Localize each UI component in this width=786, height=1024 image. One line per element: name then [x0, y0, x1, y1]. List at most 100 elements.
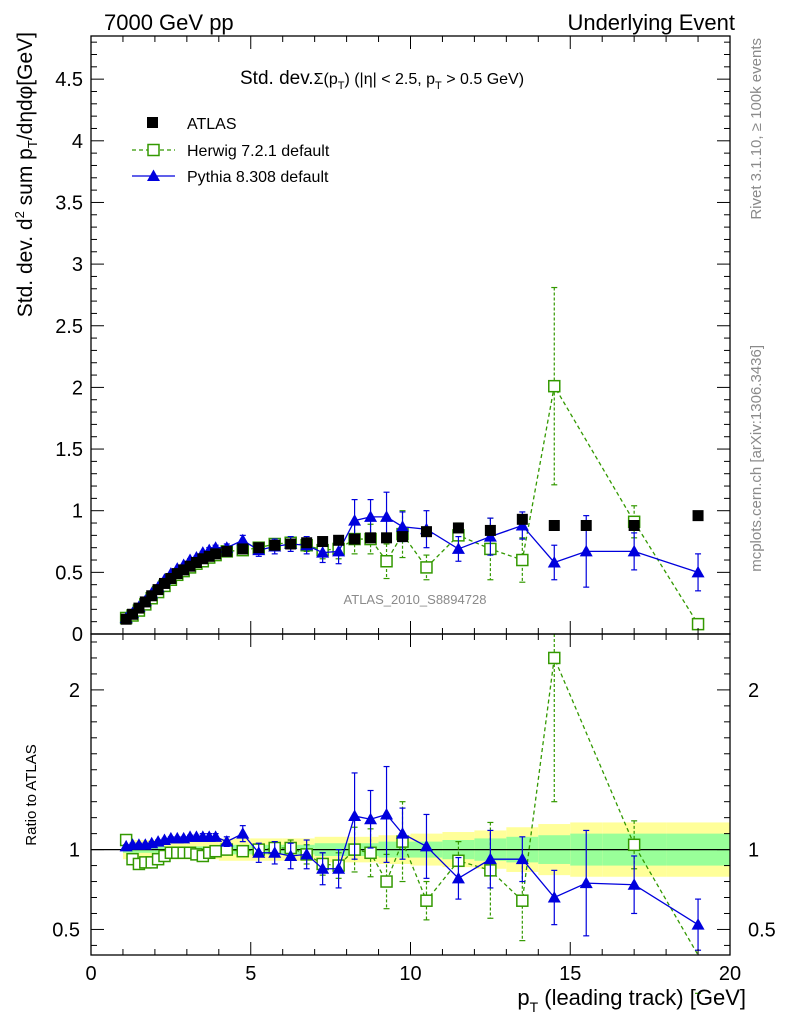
x-axis-label-b: (leading track) [GeV] — [538, 985, 746, 1010]
ratio-pythia-point — [300, 847, 314, 860]
x-axis-label-sub: T — [530, 999, 539, 1015]
plot-title: Std. dev.Σ(pT) (|η| < 2.5, pT > 0.5 GeV) — [240, 68, 524, 92]
main-pythia-point — [316, 546, 330, 558]
main-atlas-point — [317, 536, 329, 548]
x-axis-label: pT (leading track) [GeV] — [517, 985, 746, 1015]
y-tick-label-main: 1.5 — [55, 439, 83, 461]
main-atlas-point — [349, 533, 361, 545]
main-pythia-point — [348, 514, 362, 526]
main-pythia-point — [364, 510, 378, 522]
ratio-herwig-point — [236, 844, 250, 858]
main-atlas-point — [203, 550, 215, 562]
main-plot-area — [91, 36, 730, 634]
y-tick-label-ratio-right: 1 — [748, 840, 759, 862]
ratio-pythia-point — [252, 846, 266, 858]
x-tick-label: 0 — [85, 963, 96, 985]
plot-title-a: Std. dev. — [240, 68, 314, 89]
main-pythia-point — [547, 555, 561, 568]
main-atlas-point — [381, 532, 393, 544]
y-tick-label-ratio-left: 1 — [69, 840, 80, 862]
y-tick-label-ratio-left: 0.5 — [52, 919, 80, 941]
main-pythia-point — [332, 544, 346, 557]
main-atlas-point — [165, 573, 177, 585]
y-axis-label-main-c: /dηdφ[GeV] — [14, 32, 37, 140]
main-atlas-point — [420, 526, 432, 538]
ratio-pythia-point — [364, 812, 378, 825]
main-plot-background — [91, 36, 730, 634]
main-atlas-point — [120, 613, 132, 625]
x-tick-label: 20 — [719, 963, 741, 985]
main-atlas-point — [548, 519, 560, 531]
x-tick-label: 5 — [245, 963, 256, 985]
y-tick-label-main: 0.5 — [55, 562, 83, 584]
main-herwig-point — [548, 379, 561, 393]
main-atlas-point — [210, 548, 222, 560]
y-axis-label-main-a: Std. dev. d — [14, 218, 37, 317]
main-atlas-point — [139, 596, 151, 608]
main-herwig-point — [691, 617, 705, 631]
y-axis-label-main-sup: 2 — [12, 211, 27, 218]
plot-title-c: > 0.5 GeV) — [442, 71, 524, 88]
ratio-herwig-line — [125, 655, 699, 956]
main-atlas-point — [197, 553, 209, 565]
ratio-pythia-point — [579, 876, 593, 889]
ratio-pythia-point — [236, 827, 250, 839]
main-herwig-point — [516, 553, 529, 567]
main-atlas-point — [146, 590, 158, 602]
ratio-pythia-point — [348, 809, 362, 822]
main-atlas-point — [285, 538, 297, 550]
main-atlas-point — [158, 577, 170, 589]
y-tick-label-ratio-right: 2 — [748, 680, 759, 702]
plot-title-sigma: Σ(p — [314, 71, 338, 88]
plot-title-b: ) (|η| < 2.5, p — [344, 71, 435, 88]
main-atlas-point — [221, 545, 233, 557]
legend-label-herwig: Herwig 7.2.1 default — [187, 143, 330, 160]
plot-title-sub2: T — [435, 80, 442, 92]
y-axis-label-main: Std. dev. d2 sum pT/dηdφ[GeV] — [12, 32, 40, 317]
y-tick-label-main: 4.5 — [55, 69, 83, 91]
main-atlas-point — [237, 543, 249, 555]
main-atlas-point — [365, 532, 377, 544]
ratio-herwig-point — [209, 844, 222, 858]
watermark: ATLAS_2010_S8894728 — [344, 592, 487, 607]
main-pythia-point — [236, 533, 250, 546]
ratio-pythia-point — [627, 878, 641, 890]
main-atlas-point — [178, 564, 190, 576]
ratio-pythia-point — [396, 827, 410, 839]
x-axis-label-a: p — [517, 985, 529, 1010]
y-tick-label-main: 3 — [72, 254, 83, 276]
main-atlas-point — [692, 510, 704, 522]
y-tick-label-main: 2 — [72, 377, 83, 399]
main-atlas-point — [127, 608, 139, 620]
main-herwig-point — [380, 555, 393, 568]
main-atlas-point — [152, 584, 164, 596]
ratio-pythia-point — [209, 830, 223, 842]
main-atlas-point — [397, 531, 409, 543]
ratio-herwig-point — [420, 894, 433, 907]
legend-marker-herwig — [147, 143, 160, 157]
ratio-pythia-point — [380, 807, 394, 820]
y-tick-label-main: 4 — [72, 131, 83, 153]
main-atlas-point — [628, 519, 640, 531]
main-atlas-point — [269, 539, 281, 551]
ratio-herwig-point — [364, 846, 377, 860]
side-text-top: Rivet 3.1.10, ≥ 100k events — [748, 38, 765, 220]
main-pythia-point — [451, 542, 465, 554]
y-tick-label-main: 3.5 — [55, 192, 83, 214]
ratio-pythia-point — [515, 852, 529, 865]
ratio-pythia-point — [547, 891, 561, 903]
ratio-herwig-point — [380, 875, 393, 888]
ratio-herwig-point — [548, 651, 561, 665]
main-atlas-point — [484, 524, 496, 536]
x-tick-label: 10 — [399, 963, 421, 985]
main-atlas-point — [253, 542, 265, 554]
ratio-herwig-point — [516, 894, 529, 907]
main-atlas-point — [580, 519, 592, 531]
main-herwig-point — [420, 561, 433, 574]
y-axis-label-ratio: Ratio to ATLAS — [23, 744, 40, 845]
x-tick-label: 15 — [559, 963, 581, 985]
legend-marker-atlas — [147, 117, 158, 128]
header-right: Underlying Event — [567, 10, 735, 35]
y-tick-label-ratio-left: 2 — [69, 680, 80, 702]
y-tick-label-main: 2.5 — [55, 316, 83, 338]
